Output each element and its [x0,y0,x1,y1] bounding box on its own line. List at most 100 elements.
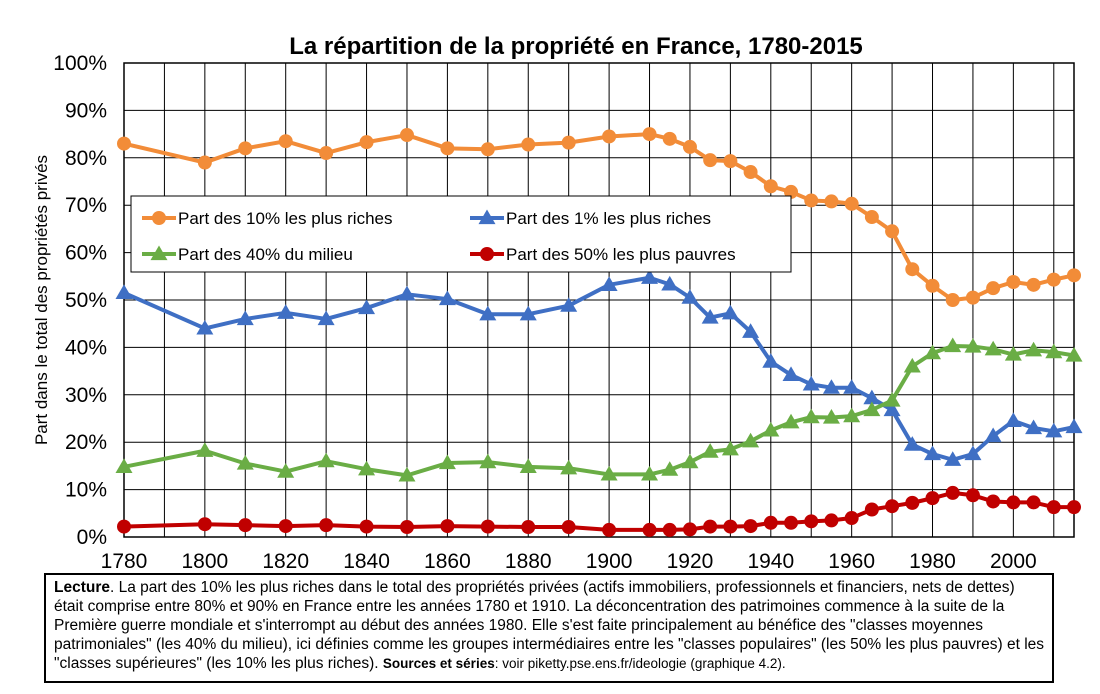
note-sources-text: : voir piketty.pse.ens.fr/ideologie (gra… [494,656,786,671]
data-point [681,289,699,304]
series-2 [115,269,1083,466]
data-point [924,344,942,360]
data-point [438,290,456,306]
data-point [236,455,254,470]
data-point [903,357,921,373]
data-point [238,518,253,533]
x-tick-label: 1980 [909,550,956,573]
data-point [1067,268,1081,283]
data-point [1045,343,1063,359]
data-point [723,154,738,169]
note-lead: Lecture [54,579,110,596]
data-point [642,522,657,537]
data-point [742,432,760,448]
data-point [438,454,456,470]
data-point [662,522,677,537]
data-point [864,502,879,517]
data-point [925,278,940,293]
note-text: . La part des 10% les plus riches dans l… [54,579,1045,672]
data-point [782,366,800,382]
data-point [1006,274,1021,289]
legend-label: Part des 1% les plus riches [506,209,711,228]
note-sources-label: Sources et séries [382,656,495,671]
x-tick-label: 1860 [424,550,471,573]
x-tick-label: 1920 [667,550,714,573]
data-point [703,153,718,168]
data-point [984,340,1002,356]
data-point [600,465,618,481]
data-point [358,460,376,476]
data-point [1046,272,1061,287]
data-point [944,451,962,466]
data-point [844,196,859,211]
data-point [1026,495,1041,510]
legend-item-2: Part des 1% les plus riches [470,209,711,228]
data-point [843,379,861,394]
x-tick-label: 1780 [101,550,148,573]
y-tick-label: 80% [65,147,107,170]
data-point [197,155,212,170]
data-point [843,407,861,423]
x-tick-label: 1840 [343,550,390,573]
x-tick-label: 1900 [586,550,633,573]
data-point [804,193,819,208]
data-point [117,519,131,534]
data-point [319,146,334,161]
data-point [965,290,980,305]
data-point [560,459,578,475]
note-sources: Sources et séries: voir piketty.pse.ens.… [383,656,786,671]
data-point [984,427,1002,443]
y-axis-ticks: 0% 10% 20% 30% 40% 50% 60% 70% 80% 90% 100% [53,52,107,549]
data-point [602,129,617,144]
x-tick-label: 1960 [828,550,875,573]
data-point [399,520,414,535]
data-point [561,520,576,535]
legend-marker [480,247,494,261]
data-point [398,285,416,301]
legend-label: Part des 10% les plus riches [178,209,393,228]
legend-label: Part des 50% les plus pauvres [506,245,736,264]
data-point [945,293,960,307]
data-point [986,494,1001,509]
data-point [964,337,982,353]
series-1 [117,127,1081,307]
data-point [196,319,214,335]
legend-marker [478,209,496,225]
legend-item-3: Part des 40% du milieu [142,245,353,264]
data-point [762,353,780,368]
data-point [863,389,881,405]
data-point [317,452,335,468]
data-point [399,128,414,143]
data-point [903,436,921,451]
data-point [782,413,800,429]
data-point [864,210,879,225]
data-point [117,136,131,151]
y-tick-label: 20% [65,431,107,454]
data-point [804,514,819,529]
data-point [662,131,677,146]
data-point [1004,412,1022,427]
data-point [965,488,980,503]
series-line [123,343,1075,478]
legend-item-4: Part des 50% les plus pauvres [470,245,736,264]
series-4 [117,485,1081,537]
data-point [924,445,942,461]
x-tick-label: 1880 [505,550,552,573]
y-axis-label: Part dans le total des propriétés privés [32,155,51,445]
y-tick-label: 0% [77,526,107,549]
data-point [1045,422,1063,438]
data-point [278,519,293,534]
data-point [863,401,881,417]
data-point [278,134,293,149]
data-point [1065,346,1083,362]
data-point [701,309,719,324]
data-point [762,421,780,437]
y-tick-label: 100% [53,52,107,75]
data-point [521,137,536,152]
data-point [277,463,295,478]
data-point [359,135,374,150]
data-point [642,127,657,142]
data-point [641,269,659,284]
data-point [479,305,497,321]
data-point [440,141,455,156]
